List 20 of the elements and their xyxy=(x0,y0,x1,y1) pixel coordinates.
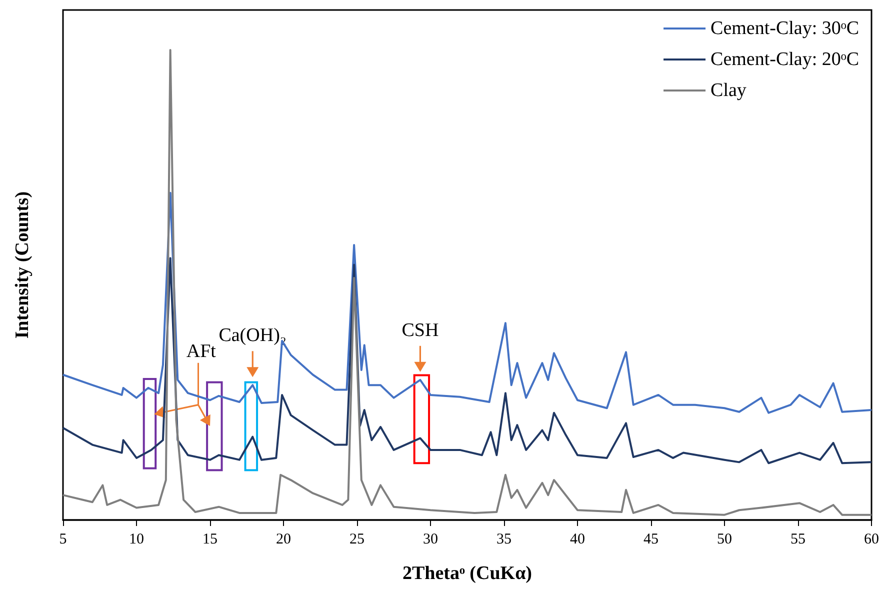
x-tick-label: 15 xyxy=(202,532,218,548)
x-tick-label: 10 xyxy=(129,532,144,548)
y-axis-title: Intensity (Counts) xyxy=(12,191,33,339)
legend-label: Clay xyxy=(710,80,747,101)
x-tick-label: 55 xyxy=(790,532,806,548)
x-tick-label: 20 xyxy=(276,532,291,548)
annotation: CSH xyxy=(402,320,439,341)
legend-label: Cement-Clay: 30ᵒC xyxy=(710,18,859,39)
x-tick-label: 60 xyxy=(864,532,879,548)
x-tick-label: 50 xyxy=(717,532,732,548)
legend-label: Cement-Clay: 20ᵒC xyxy=(710,49,859,70)
x-tick-label: 25 xyxy=(350,532,364,548)
x-tick-label: 35 xyxy=(496,532,512,548)
x-tick-label: 5 xyxy=(59,532,67,548)
x-tick-label: 30 xyxy=(423,532,438,548)
annotation: AFt xyxy=(186,340,217,362)
annotation: Ca(OH)₂ xyxy=(218,325,287,346)
x-tick-label: 45 xyxy=(644,532,658,548)
x-axis-title: 2Thetaᵒ (CuKα) xyxy=(402,563,532,584)
x-tick-label: 40 xyxy=(570,532,585,548)
